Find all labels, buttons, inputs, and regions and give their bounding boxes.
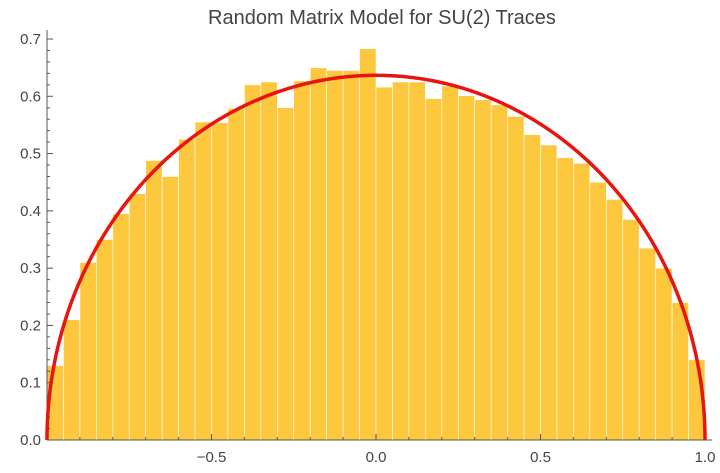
histogram-bar	[392, 81, 410, 441]
axes: 0.0 0.1 0.2 0.3 0.4 0.5 0.6 0.7 −0.5 0.0 0.5 1.0	[20, 30, 715, 466]
histogram-bar	[194, 121, 212, 441]
histogram-bar	[227, 108, 245, 441]
x-tick-label: 0.5	[530, 449, 551, 466]
y-tick-label: 0.4	[20, 203, 41, 220]
histogram-bar	[211, 122, 229, 441]
histogram-bar	[112, 213, 130, 441]
histogram-bar	[605, 199, 624, 441]
histogram-bar	[523, 134, 541, 441]
histogram-bar	[359, 48, 377, 441]
histogram-bar	[145, 160, 163, 441]
histogram-bar	[260, 81, 278, 441]
y-tick-label: 0.0	[20, 432, 41, 449]
x-tick-label: 1.0	[695, 449, 716, 466]
histogram-bar	[63, 319, 81, 441]
x-tick-label: −0.5	[197, 449, 227, 466]
y-tick-label: 0.7	[20, 31, 41, 48]
y-tick-label: 0.3	[20, 260, 41, 277]
histogram-bar	[96, 239, 114, 441]
histogram-bar	[507, 116, 525, 441]
y-tick-label: 0.1	[20, 375, 41, 392]
histogram-bar	[244, 84, 262, 441]
histogram-bar	[276, 107, 295, 441]
histogram-bar	[408, 81, 426, 441]
x-tick-label: 0.0	[366, 449, 387, 466]
histogram-bar	[457, 95, 476, 441]
histogram-bar	[425, 98, 443, 441]
histogram-bar	[128, 193, 147, 441]
histogram-bar	[556, 157, 574, 441]
histogram-bar	[441, 85, 459, 441]
histogram-bar	[161, 176, 179, 441]
histogram-bar	[342, 70, 360, 441]
y-tick-label: 0.6	[20, 88, 41, 105]
histogram-bar	[326, 70, 344, 441]
histogram-bars	[46, 48, 706, 441]
histogram-bar	[474, 99, 492, 441]
histogram-bar	[589, 181, 607, 441]
semicircle-density-curve	[45, 73, 707, 441]
y-tick-label: 0.2	[20, 317, 41, 334]
histogram-bar	[375, 86, 393, 441]
chart-title: Random Matrix Model for SU(2) Traces	[208, 7, 556, 29]
histogram-bar	[79, 262, 97, 441]
histogram-bar	[655, 267, 673, 441]
histogram-bar	[178, 138, 196, 441]
histogram-bar	[293, 80, 311, 441]
y-tick-label: 0.5	[20, 146, 41, 163]
histogram-bar	[638, 247, 656, 441]
histogram-bar	[540, 144, 558, 441]
histogram-bar	[309, 67, 327, 441]
histogram-bar	[490, 104, 508, 441]
histogram-bar	[573, 163, 591, 441]
histogram-bar	[622, 219, 640, 441]
